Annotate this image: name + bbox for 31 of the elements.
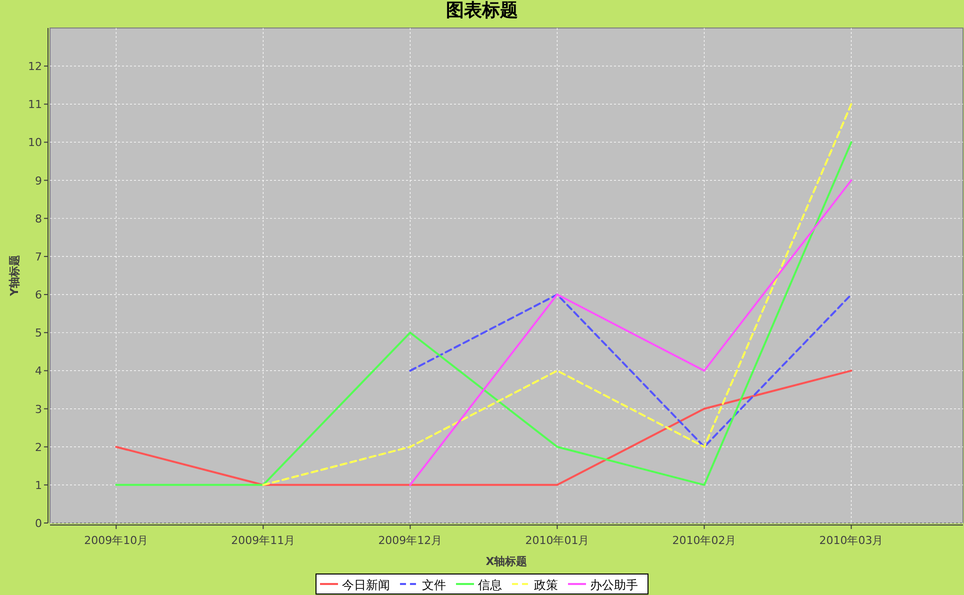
x-tick-label: 2009年11月 [231, 534, 296, 547]
legend-label: 文件 [422, 578, 446, 592]
legend-label: 办公助手 [590, 578, 638, 592]
y-tick-label: 2 [35, 440, 42, 454]
legend-label: 信息 [478, 578, 502, 592]
x-tick-label: 2010年03月 [819, 534, 884, 547]
y-tick-label: 10 [28, 136, 42, 150]
line-series [115, 141, 852, 486]
x-tick-label: 2010年01月 [525, 534, 590, 547]
chart-title: 图表标题 [446, 0, 518, 21]
x-tick-label: 2009年10月 [84, 534, 148, 547]
line-series [115, 370, 852, 486]
y-tick-label: 3 [35, 402, 42, 416]
y-tick-label: 6 [35, 288, 42, 302]
y-tick-label: 0 [35, 517, 42, 530]
y-tick-label: 1 [35, 478, 42, 492]
x-tick-label: 2010年02月 [672, 534, 736, 547]
line-series [409, 179, 852, 486]
y-axis-title: Y轴标题 [8, 255, 21, 297]
legend-label: 政策 [534, 578, 558, 592]
y-tick-label: 11 [28, 98, 42, 112]
legend-label: 今日新闻 [342, 578, 390, 592]
y-tick-label: 9 [35, 174, 42, 188]
y-tick-label: 7 [35, 250, 42, 264]
y-tick-label: 8 [35, 212, 42, 226]
y-tick-label: 5 [35, 326, 42, 340]
x-tick-label: 2009年12月 [378, 534, 442, 547]
y-tick-label: 4 [35, 364, 42, 378]
y-tick-label: 12 [28, 60, 42, 74]
line-series [262, 103, 852, 486]
x-axis-title: X轴标题 [486, 555, 528, 568]
